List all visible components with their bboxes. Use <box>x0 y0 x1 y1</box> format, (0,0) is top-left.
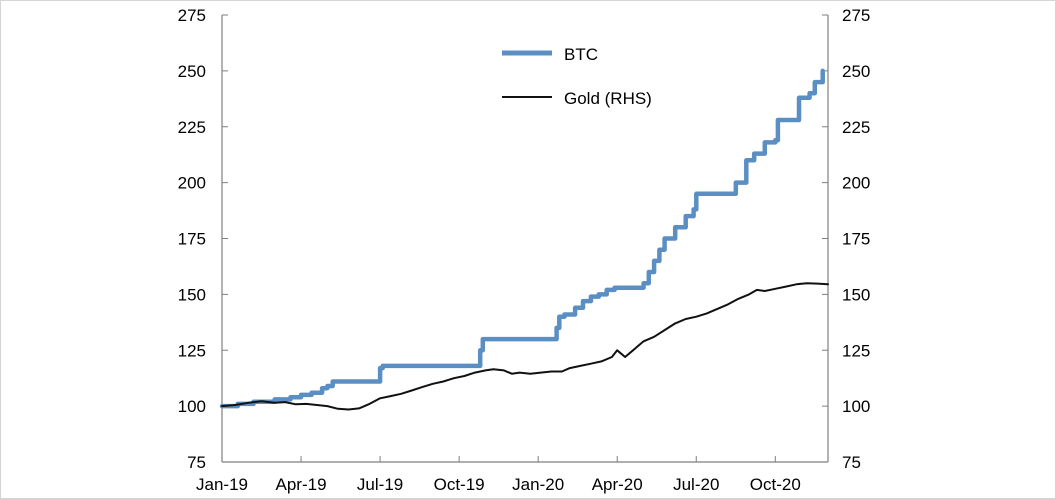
left-tick-label: 125 <box>178 341 206 360</box>
series-group <box>219 68 829 411</box>
x-tick-label: Jul-20 <box>673 475 719 494</box>
x-tick-label: Jul-19 <box>357 475 403 494</box>
x-tick-label: Apr-19 <box>276 475 327 494</box>
series-line-btc <box>219 68 825 409</box>
legend-label-gold: Gold (RHS) <box>564 89 652 108</box>
x-tick-label: Apr-20 <box>592 475 643 494</box>
legend: BTC Gold (RHS) <box>502 45 652 108</box>
right-tick-label: 225 <box>842 118 870 137</box>
series-line-gold <box>221 282 829 411</box>
right-tick-label: 200 <box>842 174 870 193</box>
left-tick-label: 275 <box>178 6 206 25</box>
right-tick-label: 250 <box>842 62 870 81</box>
left-tick-label: 250 <box>178 62 206 81</box>
x-tick-label: Jan-19 <box>196 475 248 494</box>
right-tick-label: 150 <box>842 285 870 304</box>
left-tick-label: 175 <box>178 230 206 249</box>
left-tick-label: 200 <box>178 174 206 193</box>
right-tick-label: 175 <box>842 230 870 249</box>
x-tick-label: Jan-20 <box>512 475 564 494</box>
legend-label-btc: BTC <box>564 45 598 64</box>
right-tick-label: 275 <box>842 6 870 25</box>
x-tick-label: Oct-19 <box>434 475 485 494</box>
x-tick-label: Oct-20 <box>750 475 801 494</box>
right-tick-label: 100 <box>842 397 870 416</box>
left-tick-label: 150 <box>178 285 206 304</box>
left-tick-label: 100 <box>178 397 206 416</box>
right-tick-label: 125 <box>842 341 870 360</box>
axes-group: 75 100 125 150 175 200 225 250 275 75 100 125 150 175… <box>178 6 871 494</box>
left-tick-label: 225 <box>178 118 206 137</box>
right-tick-label: 75 <box>842 453 861 472</box>
left-tick-label: 75 <box>187 453 206 472</box>
